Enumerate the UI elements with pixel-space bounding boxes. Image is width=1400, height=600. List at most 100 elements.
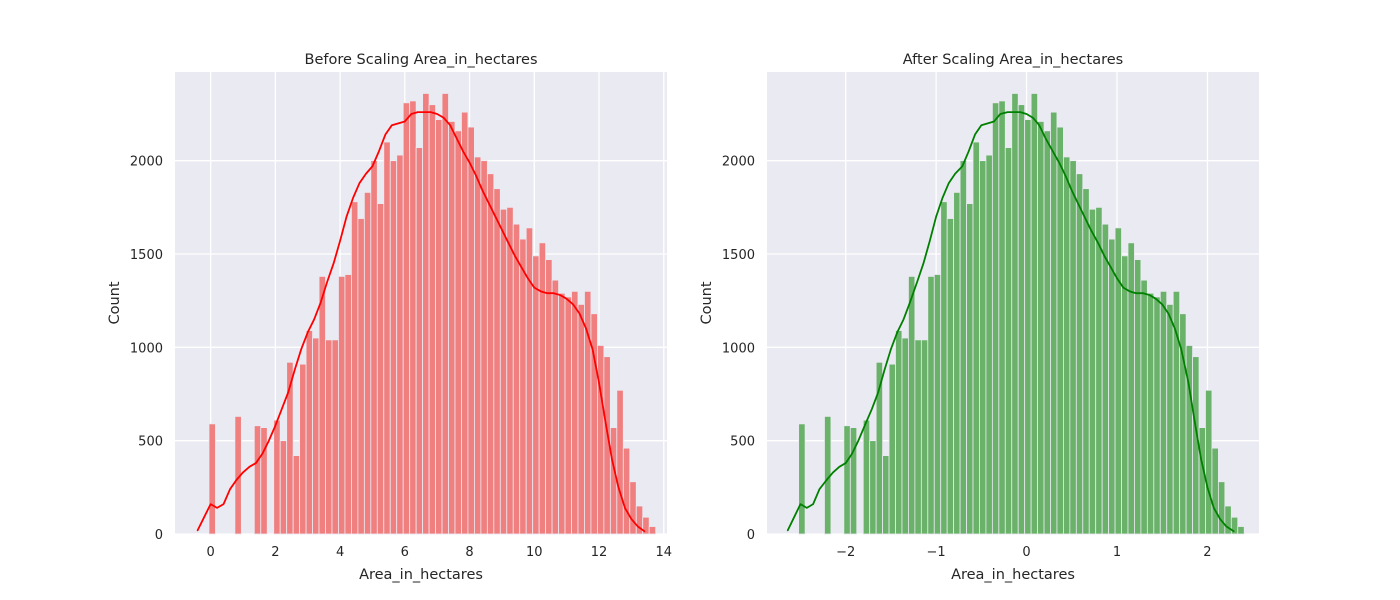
left-x-tick-label: 14 [655, 545, 672, 560]
right-y-tick-label: 1000 [722, 341, 755, 356]
right-histogram-bar [1237, 526, 1245, 535]
right-histogram-bar [1153, 296, 1161, 535]
right-histogram-bar [979, 160, 987, 535]
right-histogram-bar [1069, 160, 1077, 535]
left-histogram-bar [642, 516, 650, 535]
left-histogram-bar [305, 330, 313, 535]
left-histogram-bar [571, 290, 579, 535]
left-y-tick-labels: 0 500 1000 1500 2000 [130, 155, 163, 543]
left-x-tick-label: 4 [336, 545, 344, 560]
right-histogram-bar [849, 427, 858, 535]
left-histogram-bar [344, 274, 352, 535]
right-histogram-bar [798, 423, 806, 535]
left-x-tick-label: 10 [526, 545, 543, 560]
left-x-tick-label: 6 [401, 545, 409, 560]
left-histogram-bar [312, 337, 320, 535]
right-histogram-bar [985, 154, 993, 535]
right-histogram-bar [1050, 111, 1058, 535]
right-y-tick-label: 0 [747, 528, 755, 543]
left-histogram-bar [428, 104, 436, 535]
right-histogram-bar [1134, 259, 1142, 535]
right-kde-line [786, 111, 1235, 533]
left-histogram-bars [208, 93, 657, 535]
left-chart-title: Before Scaling Area_in_hectares [305, 52, 538, 68]
right-histogram-bar [1140, 279, 1148, 535]
left-histogram-bar [286, 361, 294, 535]
right-x-tick-labels: −2 −1 0 1 2 [836, 545, 1211, 560]
right-histogram-bar [1004, 147, 1013, 535]
right-histogram-bar [1063, 156, 1071, 535]
left-x-tick-label: 8 [465, 545, 473, 560]
left-histogram-bar [609, 427, 618, 535]
left-histogram-bar [480, 160, 488, 535]
left-histogram-bar [363, 191, 372, 535]
right-histogram-bar [1205, 389, 1213, 535]
left-histogram-bar [532, 255, 540, 535]
left-histogram-bar [467, 126, 475, 535]
left-histogram-bar [253, 425, 262, 535]
left-histogram-bar [506, 206, 514, 535]
left-histogram-bar [558, 292, 566, 535]
right-histogram-bar [875, 361, 884, 535]
left-histogram-bar [597, 345, 605, 535]
right-histogram-bar [966, 203, 974, 535]
left-histogram-bar [622, 447, 631, 535]
right-histogram-bar [888, 363, 896, 535]
right-histogram-bar [953, 191, 961, 535]
left-histogram-bar [299, 363, 307, 535]
right-histogram-bar [1211, 447, 1219, 535]
left-histogram-bar [454, 130, 462, 535]
right-histogram-bar [927, 275, 935, 535]
left-histogram-bar [422, 93, 430, 535]
right-histogram-bar [1017, 104, 1026, 535]
right-chart-panel: −2 −1 0 1 2 0 500 1000 1500 2000 After Scaling A… [699, 52, 1259, 583]
left-histogram-bar [474, 156, 482, 535]
right-histogram-bar [1121, 255, 1129, 535]
right-histogram-bar [1043, 130, 1051, 535]
left-histogram-bar [208, 423, 216, 535]
left-histogram-bar [629, 481, 637, 535]
right-histogram-bar [1166, 303, 1174, 535]
left-histogram-bar [331, 339, 339, 535]
right-histogram-bar [972, 141, 980, 535]
left-y-tick-label: 1500 [130, 248, 163, 263]
right-y-tick-labels: 0 500 1000 1500 2000 [722, 155, 755, 543]
right-histogram-bar [1114, 227, 1122, 535]
right-histogram-bar [1217, 481, 1226, 535]
right-histogram-bar [1011, 93, 1019, 535]
right-histogram-bar [991, 102, 1000, 535]
left-x-axis-label: Area_in_hectares [359, 567, 483, 583]
right-histogram-bar [869, 440, 877, 535]
right-histogram-bar [946, 218, 955, 535]
left-histogram-bar [351, 201, 359, 535]
left-y-tick-label: 2000 [130, 155, 163, 170]
right-histogram-bar [1056, 126, 1064, 535]
left-y-tick-label: 1000 [130, 341, 163, 356]
right-y-tick-label: 500 [730, 435, 755, 450]
left-histogram-bar [545, 259, 553, 535]
left-histogram-bar [260, 427, 268, 535]
left-histogram-bar [486, 173, 495, 535]
left-x-tick-labels: 0 2 4 6 8 10 12 14 [206, 545, 672, 560]
left-histogram-bar [519, 238, 527, 535]
left-histogram-bar [648, 526, 657, 535]
right-histogram-bar [1030, 93, 1038, 535]
left-kde-curve [196, 111, 646, 533]
left-histogram-bar [415, 147, 424, 535]
right-histogram-bar [1230, 516, 1239, 535]
left-histogram-bar [292, 455, 301, 535]
left-y-tick-label: 500 [138, 435, 163, 450]
right-y-tick-label: 2000 [722, 155, 755, 170]
left-histogram-bar [409, 100, 417, 535]
right-histogram-bar [933, 274, 942, 535]
right-histogram-bar [1095, 206, 1103, 535]
left-histogram-bar [538, 242, 547, 535]
left-x-tick-label: 12 [591, 545, 608, 560]
left-histogram-bar [493, 188, 501, 535]
right-histogram-bar [1159, 290, 1168, 535]
left-histogram-bar [402, 102, 411, 535]
left-histogram-bar [396, 154, 404, 535]
right-x-axis-label: Area_in_hectares [951, 567, 1075, 583]
right-histogram-bar [1108, 238, 1116, 535]
